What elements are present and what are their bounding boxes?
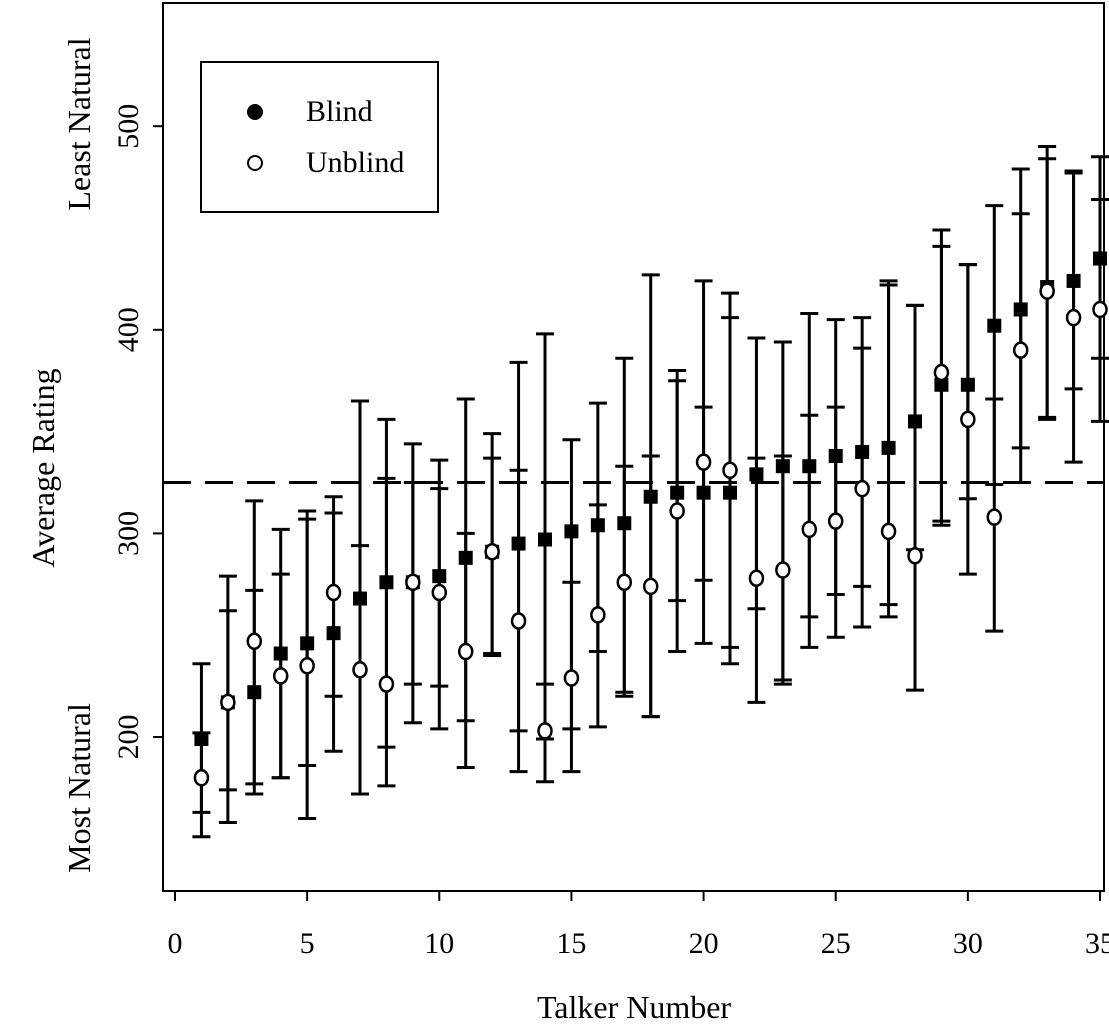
y-axis: 200 300 400 500 bbox=[112, 104, 163, 760]
data-point-blind bbox=[590, 518, 605, 533]
data-point-blind bbox=[828, 449, 843, 464]
y-axis-title: Average Rating bbox=[25, 368, 61, 567]
legend-marker-blind bbox=[247, 104, 263, 120]
y-axis-bottom-label: Most Natural bbox=[61, 703, 97, 873]
data-point-blind bbox=[326, 626, 341, 641]
data-point-unblind bbox=[220, 693, 236, 712]
x-tick-label: 20 bbox=[689, 927, 719, 960]
data-point-unblind bbox=[854, 479, 870, 498]
data-point-blind bbox=[723, 485, 737, 500]
data-point-unblind bbox=[722, 461, 738, 480]
x-tick-label: 35 bbox=[1085, 927, 1109, 960]
data-point-unblind bbox=[537, 722, 553, 740]
error-bar bbox=[377, 476, 396, 788]
data-point-blind bbox=[934, 377, 949, 392]
data-point-unblind bbox=[801, 520, 818, 539]
data-point-blind bbox=[538, 532, 552, 547]
data-point-blind bbox=[432, 569, 447, 584]
x-tick-label: 25 bbox=[821, 927, 851, 960]
legend: Blind Unblind bbox=[200, 61, 439, 213]
data-point-blind bbox=[802, 459, 817, 474]
x-tick-label: 15 bbox=[556, 927, 586, 960]
y-tick-label: 200 bbox=[112, 715, 145, 760]
data-point-blind bbox=[617, 516, 632, 531]
data-point-unblind bbox=[880, 522, 897, 541]
error-bar bbox=[324, 511, 343, 698]
data-point-blind bbox=[643, 489, 658, 504]
data-point-unblind bbox=[669, 502, 685, 520]
data-point-unblind bbox=[510, 612, 527, 630]
data-point-unblind bbox=[246, 632, 263, 651]
data-point-blind bbox=[247, 685, 262, 700]
data-point-unblind bbox=[907, 547, 923, 565]
error-bar bbox=[985, 397, 1004, 487]
data-point-unblind bbox=[299, 656, 315, 675]
plot-frame bbox=[162, 2, 1105, 892]
x-tick-label: 0 bbox=[168, 927, 183, 960]
data-point-blind bbox=[458, 550, 473, 565]
y-tick-label: 400 bbox=[112, 307, 145, 352]
data-point-blind bbox=[987, 318, 1002, 333]
data-point-unblind bbox=[325, 583, 342, 602]
data-point-unblind bbox=[775, 561, 791, 579]
error-bar bbox=[694, 405, 713, 645]
legend-label-blind: Blind bbox=[306, 95, 373, 128]
data-point-blind bbox=[908, 414, 922, 429]
data-point-blind bbox=[273, 646, 288, 661]
data-point-blind bbox=[855, 444, 870, 459]
data-point-blind bbox=[960, 377, 975, 392]
error-bar bbox=[403, 481, 422, 725]
data-point-blind bbox=[1013, 302, 1028, 317]
data-point-blind bbox=[511, 536, 526, 551]
legend-marker-unblind bbox=[247, 155, 263, 171]
data-point-blind bbox=[194, 732, 209, 747]
data-point-unblind bbox=[827, 512, 844, 530]
data-point-blind bbox=[696, 485, 711, 500]
data-point-unblind bbox=[748, 569, 765, 587]
data-point-unblind bbox=[272, 667, 289, 685]
data-point-blind bbox=[353, 591, 367, 606]
data-point-unblind bbox=[960, 410, 976, 429]
y-axis-top-label: Least Natural bbox=[61, 37, 97, 210]
x-tick-label: 30 bbox=[953, 927, 983, 960]
data-point-unblind bbox=[352, 661, 368, 679]
data-point-unblind bbox=[933, 363, 950, 382]
x-axis: 0 5 10 15 20 25 30 35 bbox=[168, 891, 1109, 960]
data-point-blind bbox=[670, 485, 685, 500]
data-point-unblind bbox=[1012, 341, 1029, 359]
x-tick-label: 5 bbox=[300, 927, 315, 960]
data-point-unblind bbox=[986, 508, 1003, 526]
data-point-blind bbox=[564, 524, 579, 539]
data-point-unblind bbox=[695, 453, 712, 471]
data-point-unblind bbox=[563, 669, 580, 687]
data-point-unblind bbox=[193, 768, 210, 787]
y-tick-label: 500 bbox=[112, 104, 145, 149]
data-point-unblind bbox=[1065, 308, 1082, 327]
y-tick-label: 300 bbox=[112, 511, 145, 556]
data-points bbox=[193, 251, 1108, 787]
legend-box bbox=[200, 61, 439, 213]
data-point-unblind bbox=[378, 675, 395, 693]
legend-label-unblind: Unblind bbox=[306, 146, 404, 179]
data-point-unblind bbox=[484, 542, 500, 561]
data-point-blind bbox=[300, 636, 315, 651]
data-point-blind bbox=[881, 440, 896, 455]
data-point-unblind bbox=[590, 606, 606, 624]
x-tick-label: 10 bbox=[424, 927, 454, 960]
data-point-blind bbox=[1066, 273, 1081, 288]
data-point-blind bbox=[379, 575, 394, 590]
data-point-blind bbox=[749, 467, 764, 482]
data-point-unblind bbox=[431, 583, 448, 602]
data-point-unblind bbox=[1092, 300, 1108, 319]
data-point-unblind bbox=[405, 573, 421, 592]
data-point-unblind bbox=[642, 577, 659, 596]
data-point-blind bbox=[775, 459, 790, 474]
error-bar bbox=[509, 360, 528, 774]
data-point-unblind bbox=[616, 573, 633, 592]
data-point-unblind bbox=[1039, 282, 1055, 300]
data-point-blind bbox=[1093, 251, 1107, 266]
data-point-unblind bbox=[457, 642, 474, 661]
x-axis-title: Talker Number bbox=[537, 989, 731, 1025]
